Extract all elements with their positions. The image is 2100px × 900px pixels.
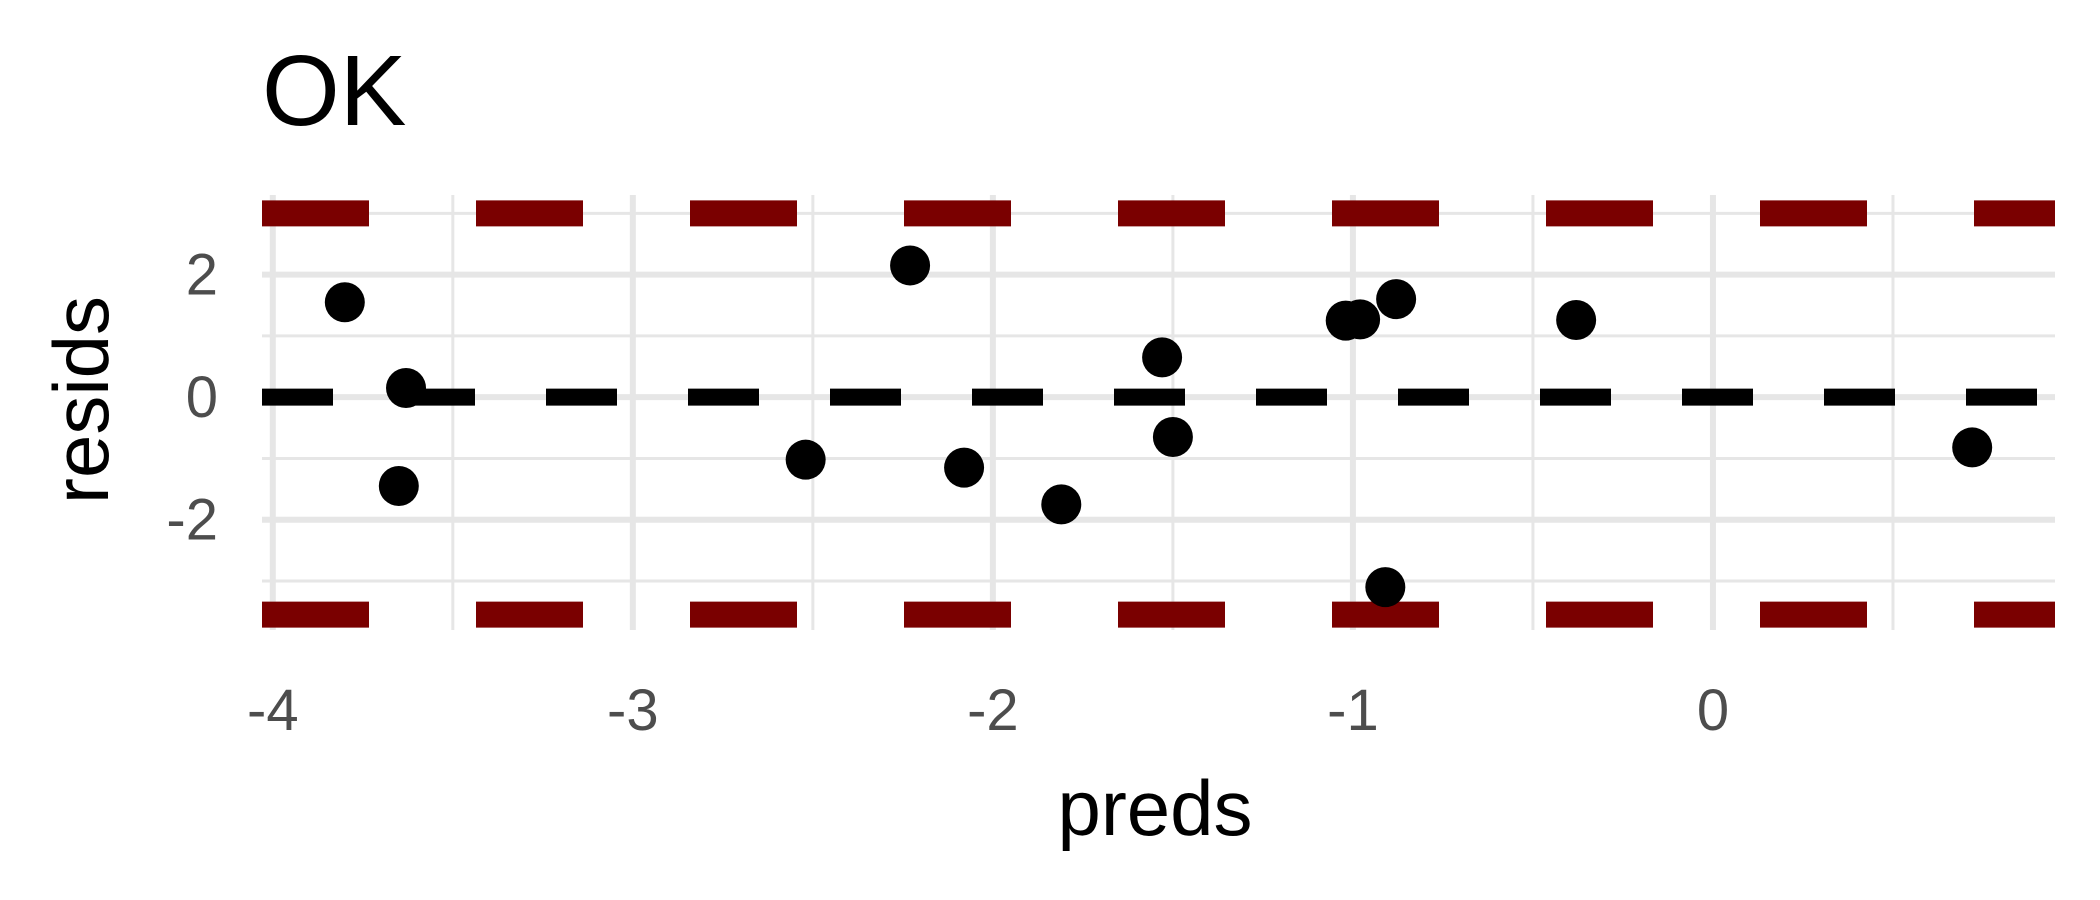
x-tick-label: -2 bbox=[967, 678, 1019, 743]
data-points bbox=[324, 245, 1993, 608]
x-tick-label: -1 bbox=[1327, 678, 1379, 743]
data-point bbox=[1142, 337, 1183, 378]
y-tick-labels: -2 0 2 bbox=[166, 243, 218, 553]
y-axis-title: resids bbox=[37, 296, 125, 504]
x-tick-label: -4 bbox=[247, 678, 299, 743]
y-tick-label: 0 bbox=[186, 365, 218, 430]
data-point bbox=[1041, 484, 1082, 525]
reference-lines bbox=[262, 200, 2055, 628]
data-point bbox=[1376, 279, 1417, 320]
data-point bbox=[944, 447, 985, 488]
grid-lines bbox=[262, 195, 2055, 630]
data-point bbox=[378, 466, 419, 507]
y-tick-label: -2 bbox=[166, 488, 218, 553]
data-point bbox=[1952, 427, 1993, 468]
data-point bbox=[785, 439, 826, 480]
chart-title: OK bbox=[262, 35, 406, 147]
y-tick-label: 2 bbox=[186, 243, 218, 308]
data-point bbox=[1152, 417, 1193, 458]
x-axis-title: preds bbox=[1057, 764, 1252, 852]
x-tick-label: 0 bbox=[1697, 678, 1729, 743]
data-point bbox=[324, 282, 365, 323]
data-point bbox=[1365, 567, 1406, 608]
data-point bbox=[1556, 299, 1597, 340]
x-tick-label: -3 bbox=[607, 678, 659, 743]
x-tick-labels: -4 -3 -2 -1 0 bbox=[247, 678, 1729, 743]
data-point bbox=[890, 245, 931, 286]
data-point bbox=[1340, 299, 1381, 340]
data-point bbox=[386, 367, 427, 408]
